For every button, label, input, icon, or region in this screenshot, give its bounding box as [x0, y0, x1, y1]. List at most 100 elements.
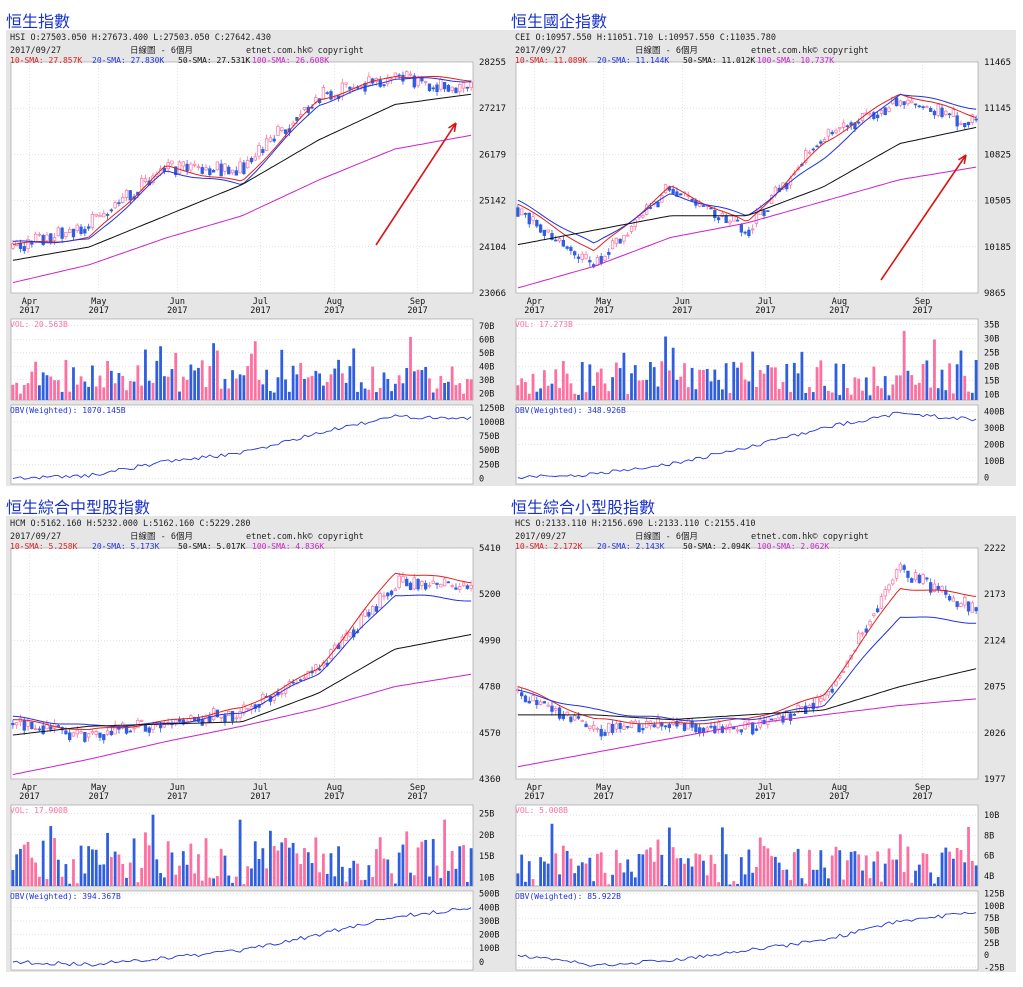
volume-bar: [79, 845, 83, 886]
candle-body: [709, 725, 713, 728]
candle-body: [906, 570, 910, 578]
panel-title[interactable]: 恒生國企指數: [511, 12, 608, 31]
volume-bar: [204, 387, 208, 400]
volume-bar: [144, 832, 147, 886]
obv-label: OBV(Weighted): 85.922B: [515, 892, 621, 901]
candle-body: [367, 76, 371, 86]
volume-tick-label: 60B: [479, 335, 494, 345]
candle-body: [618, 238, 622, 244]
candle-body: [109, 730, 114, 736]
volume-tick-label: 35B: [984, 321, 999, 331]
volume-bar: [933, 883, 936, 886]
candle-body: [932, 583, 937, 592]
volume-bar: [770, 856, 774, 886]
volume-bar: [808, 849, 811, 886]
candle-body: [879, 110, 884, 114]
candle-body: [557, 238, 562, 242]
price-tick-label: 2075: [984, 683, 1006, 693]
volume-bar: [864, 855, 868, 886]
obv-tick-label: 125B: [984, 889, 1004, 899]
volume-bar: [948, 851, 951, 886]
volume-bar: [940, 852, 944, 886]
candle-body: [955, 115, 959, 127]
volume-tick-label: 30B: [479, 376, 494, 386]
panel-title[interactable]: 恒生綜合小型股指數: [511, 498, 656, 517]
volume-bar: [914, 870, 917, 886]
candle-body: [405, 578, 409, 587]
volume-bar: [883, 376, 887, 400]
candle-body: [268, 137, 273, 142]
volume-bar: [834, 363, 838, 400]
year-label: 2017: [89, 306, 109, 316]
volume-bar: [117, 372, 121, 400]
candle-body: [412, 75, 416, 88]
candle-body: [599, 728, 603, 737]
sma-label-3: 100-SMA: 4.836K: [252, 542, 324, 551]
volume-bar: [291, 365, 295, 400]
obv-tick-label: 300B: [479, 917, 499, 927]
candle-body: [538, 224, 543, 233]
candle-body: [735, 219, 740, 222]
volume-tick-label: 6B: [984, 852, 994, 862]
volume-bar: [558, 874, 561, 886]
volume-bar: [356, 863, 359, 886]
volume-bar: [880, 388, 883, 400]
volume-bar: [102, 387, 106, 400]
price-tick-label: 5410: [479, 544, 501, 554]
volume-bar: [310, 375, 314, 400]
sma-line-100-SMA: [12, 673, 472, 776]
candle-body: [230, 169, 235, 174]
volume-bar: [109, 370, 113, 400]
panel-title[interactable]: 恒生綜合中型股指數: [6, 498, 151, 517]
volume-bar: [614, 362, 618, 400]
chart-svg: CEI O:10957.550 H:11051.710 L:10957.550 …: [511, 30, 1016, 486]
candle-body: [826, 690, 831, 696]
volume-bar: [720, 389, 724, 400]
candle-body: [728, 723, 732, 730]
candle-body: [573, 715, 577, 721]
volume-bar: [435, 388, 439, 400]
candle-body: [713, 210, 717, 219]
year-label: 2017: [324, 306, 344, 316]
volume-bar: [136, 365, 140, 400]
volume-bar: [705, 875, 709, 886]
candle-body: [671, 188, 675, 194]
price-tick-label: 10505: [984, 197, 1011, 207]
candle-body: [716, 721, 721, 730]
volume-bar: [565, 373, 569, 400]
candle-body: [675, 721, 679, 727]
candle-body: [637, 724, 641, 733]
candle-body: [841, 122, 846, 128]
sma-label-2: 50-SMA: 11.012K: [683, 56, 755, 65]
volume-bar: [944, 390, 948, 400]
volume-bar: [880, 881, 883, 886]
candle-body: [469, 584, 473, 589]
candle-body: [416, 579, 420, 590]
volume-bar: [49, 826, 53, 886]
volume-bar: [424, 839, 428, 886]
volume-bar: [929, 872, 933, 886]
candle-body: [49, 726, 53, 730]
candle-body: [754, 728, 759, 731]
candle-body: [302, 107, 307, 110]
volume-bar: [333, 368, 337, 400]
panel-title[interactable]: 恒生指數: [6, 12, 71, 31]
volume-bar: [261, 848, 265, 886]
sma-label-0: 10-SMA: 2.172K: [515, 542, 583, 551]
candle-body: [22, 246, 26, 252]
sma-label-1: 20-SMA: 27.830K: [92, 56, 164, 65]
volume-bar: [830, 855, 834, 886]
volume-bar: [633, 365, 637, 400]
volume-bar: [212, 343, 215, 400]
obv-line: [517, 411, 977, 480]
candle-body: [921, 574, 925, 584]
volume-bar: [106, 360, 109, 400]
candle-body: [811, 702, 815, 710]
volume-bar: [87, 846, 91, 886]
candle-body: [442, 578, 447, 587]
candle-body: [743, 721, 747, 730]
candle-body: [841, 671, 846, 673]
volume-bar: [580, 362, 584, 400]
sma-line-50-SMA: [517, 126, 977, 246]
volume-bar: [834, 846, 838, 886]
